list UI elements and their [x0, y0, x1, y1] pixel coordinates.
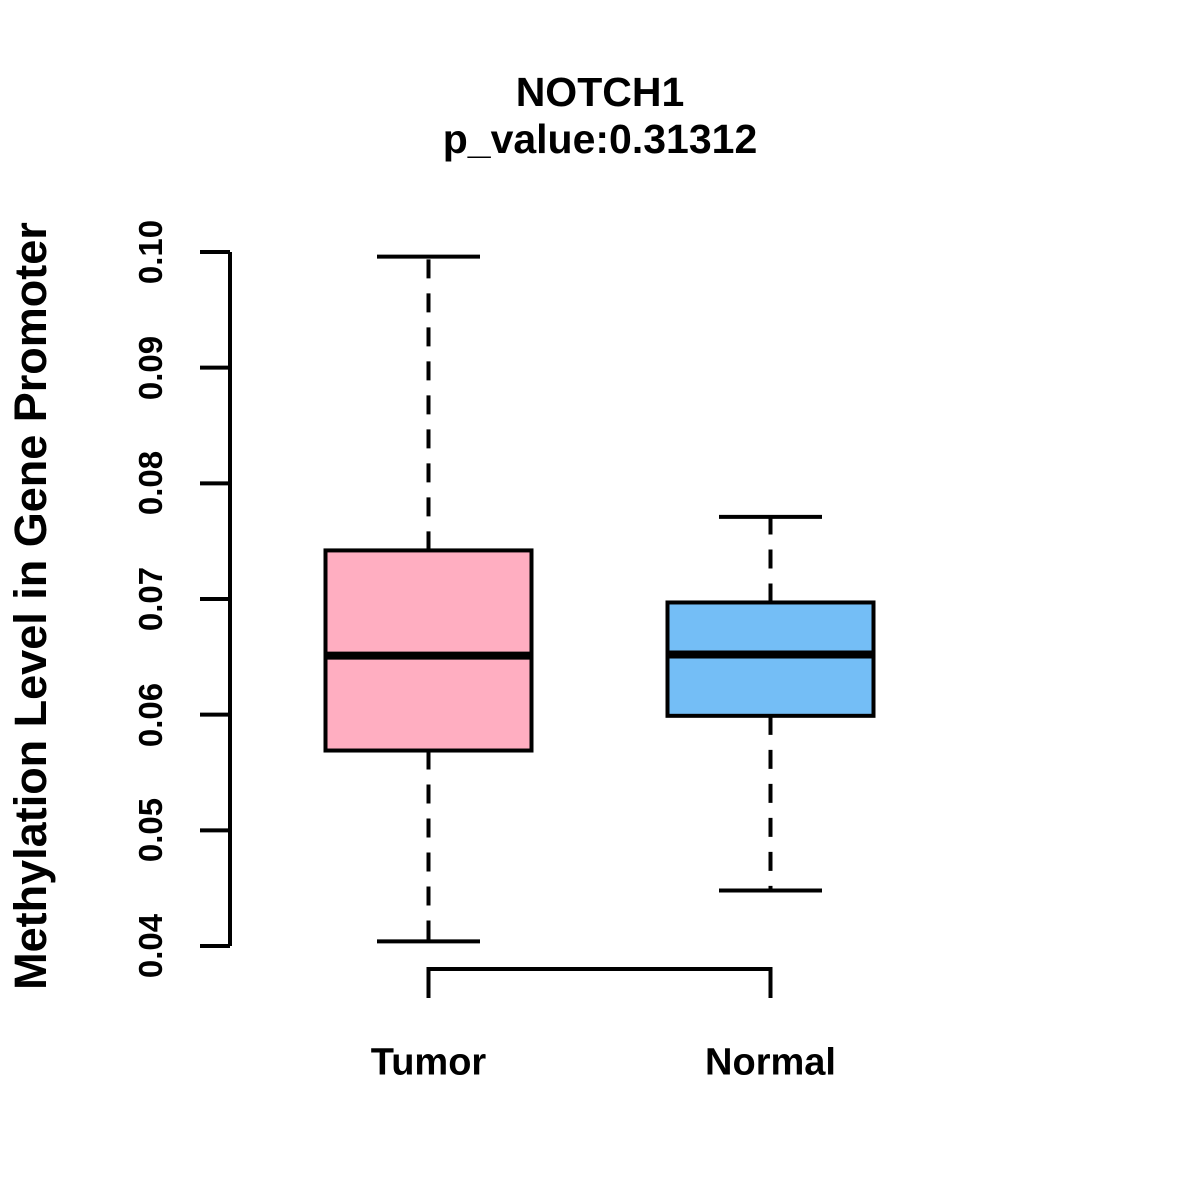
x-axis-label-normal: Normal: [705, 1041, 836, 1084]
y-axis-tick-label: 0.04: [132, 913, 169, 979]
x-axis-label-tumor: Tumor: [370, 1041, 487, 1084]
x-axis-bracket: [426, 967, 773, 998]
box-normal: [665, 600, 876, 718]
y-axis-tick-label: 0.09: [132, 335, 169, 400]
box-tumor: [323, 548, 534, 753]
plot-title: NOTCH1: [515, 69, 685, 115]
y-axis-tick-label: 0.05: [132, 798, 169, 863]
plot-subtitle: p_value:0.31312: [442, 116, 758, 162]
y-axis-tick-label: 0.10: [132, 219, 169, 285]
y-axis-tick-label: 0.07: [132, 566, 169, 632]
y-axis-tick-label: 0.06: [132, 682, 169, 747]
y-axis-tick-label: 0.08: [132, 451, 169, 516]
